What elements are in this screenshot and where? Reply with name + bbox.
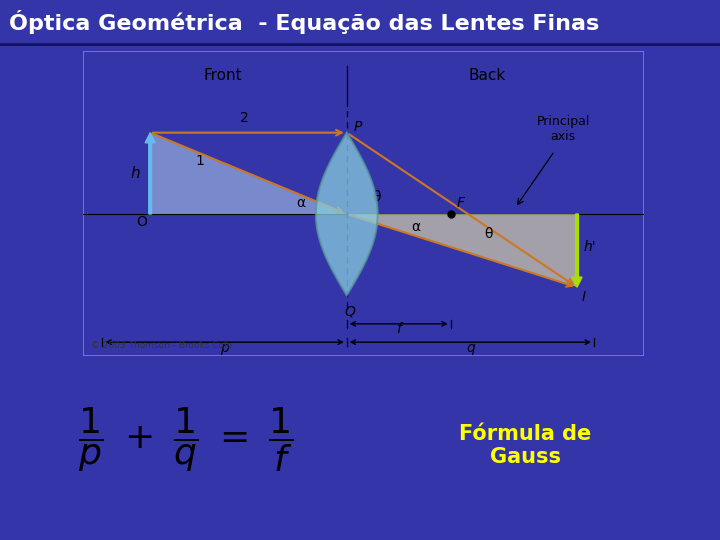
- Text: θ: θ: [372, 190, 381, 204]
- FancyArrow shape: [145, 133, 156, 214]
- Polygon shape: [316, 133, 377, 295]
- Text: p: p: [220, 341, 229, 355]
- Text: f: f: [396, 322, 401, 336]
- Text: q: q: [466, 341, 474, 355]
- Text: Back: Back: [469, 68, 505, 83]
- Text: $\dfrac{1}{p}\ +\ \dfrac{1}{q}\ =\ \dfrac{1}{f}$: $\dfrac{1}{p}\ +\ \dfrac{1}{q}\ =\ \dfra…: [78, 406, 294, 474]
- Text: 1: 1: [195, 154, 204, 168]
- Text: Fórmula de
Gauss: Fórmula de Gauss: [459, 424, 592, 467]
- Text: © 2003 Thomson - Brooks Cole: © 2003 Thomson - Brooks Cole: [91, 341, 233, 350]
- Text: Q: Q: [344, 305, 355, 319]
- Text: F: F: [456, 195, 464, 210]
- FancyArrow shape: [572, 214, 582, 287]
- Text: 2: 2: [240, 111, 249, 125]
- Text: α: α: [411, 220, 420, 234]
- Text: P: P: [354, 120, 362, 133]
- Bar: [83, 51, 644, 356]
- Text: θ: θ: [485, 227, 493, 241]
- Text: I: I: [582, 291, 585, 305]
- Polygon shape: [347, 214, 577, 287]
- Text: h: h: [130, 166, 140, 181]
- Text: Óptica Geométrica  - Equação das Lentes Finas: Óptica Geométrica - Equação das Lentes F…: [9, 10, 599, 34]
- Text: h': h': [584, 240, 596, 254]
- Polygon shape: [150, 133, 347, 214]
- Text: O: O: [136, 215, 147, 229]
- Text: Principal
axis: Principal axis: [536, 114, 590, 143]
- Text: α: α: [296, 195, 305, 210]
- Text: Front: Front: [204, 68, 243, 83]
